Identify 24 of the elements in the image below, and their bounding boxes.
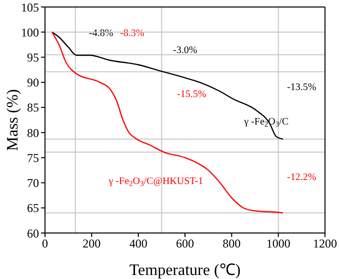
x-tick-label: 600 <box>176 236 194 251</box>
y-tick-label: 80 <box>27 126 39 140</box>
x-tick-label: 200 <box>82 236 101 251</box>
annotation: -15.5% <box>177 89 206 100</box>
y-tick-label: 90 <box>27 76 39 90</box>
x-tick-label: 400 <box>129 236 148 251</box>
y-axis-title: Mass (%) <box>4 89 22 151</box>
y-tick-label: 85 <box>27 100 39 115</box>
y-tick-label: 95 <box>27 50 39 64</box>
x-tick-label: 1000 <box>266 236 290 251</box>
y-tick-label: 105 <box>21 0 39 14</box>
y-tick-label: 75 <box>27 150 39 165</box>
x-tick-label: 800 <box>222 236 241 251</box>
y-tick-label: 65 <box>27 201 39 216</box>
y-tick-label: 60 <box>27 226 39 240</box>
x-axis-title: Temperature (℃) <box>129 262 241 279</box>
annotation: -3.0% <box>173 45 198 56</box>
y-tick-label: 100 <box>21 25 39 40</box>
x-tick-label: 1200 <box>313 236 337 251</box>
annotation: -12.2% <box>287 172 316 183</box>
x-tick-label: 0 <box>42 236 48 251</box>
series-label: γ -Fe$_{2}$O$_{3}$/C@HKUST-1 <box>108 176 204 188</box>
annotation: -13.5% <box>287 82 316 93</box>
y-tick-label: 70 <box>27 176 39 190</box>
